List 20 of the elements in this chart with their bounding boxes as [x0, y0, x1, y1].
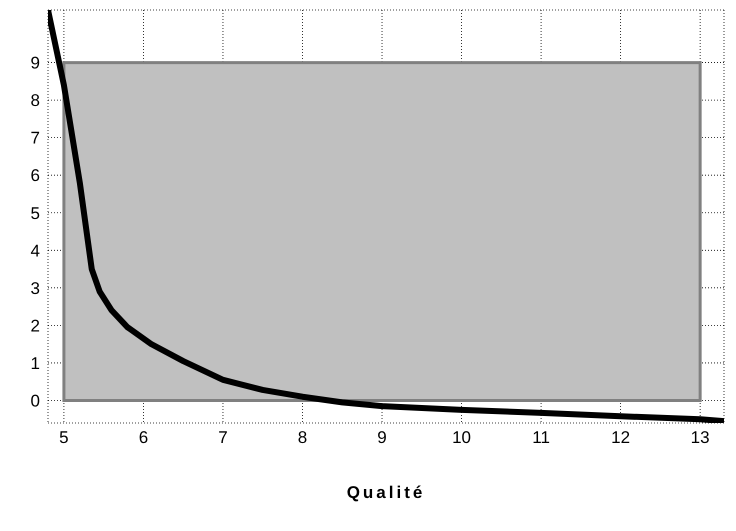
- x-axis-title: Qualité: [346, 483, 426, 502]
- y-tick-label: 7: [30, 128, 40, 148]
- x-tick-label: 10: [452, 428, 472, 448]
- x-tick-label: 6: [138, 428, 148, 448]
- y-tick-label: 6: [30, 166, 40, 186]
- x-tick-label: 12: [611, 428, 630, 448]
- y-tick-label: 3: [30, 278, 40, 298]
- x-tick-label: 13: [690, 428, 710, 448]
- x-tick-label: 9: [377, 428, 387, 448]
- y-tick-label: 0: [30, 392, 40, 411]
- y-tick-label: 1: [30, 354, 40, 373]
- y-tick-label: 5: [30, 204, 40, 223]
- y-tick-label: 4: [30, 241, 40, 260]
- x-tick-label: 5: [59, 428, 69, 448]
- y-tick-label: 8: [30, 91, 40, 110]
- x-tick-label: 11: [532, 428, 550, 448]
- y-tick-label: 2: [30, 316, 40, 336]
- x-tick-label: 7: [218, 428, 228, 448]
- x-tick-label: 8: [298, 428, 308, 448]
- y-tick-label: 9: [30, 54, 40, 73]
